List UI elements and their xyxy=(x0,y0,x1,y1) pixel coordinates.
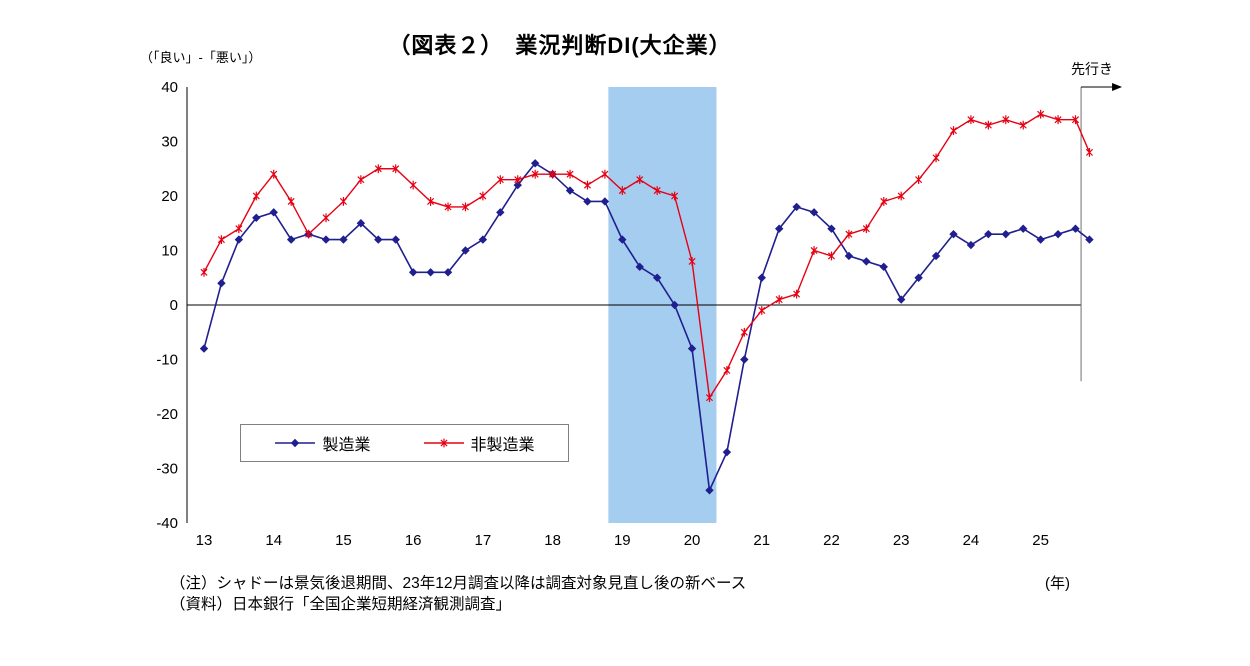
legend-label-manufacturing: 製造業 xyxy=(322,437,371,454)
y-tick-label: 40 xyxy=(161,79,178,96)
x-tick-label: 15 xyxy=(335,532,352,549)
x-tick-label: 20 xyxy=(684,532,701,549)
x-tick-label: 13 xyxy=(196,532,213,549)
y-tick-label: 30 xyxy=(161,134,178,151)
x-axis-unit-label: (年) xyxy=(1045,575,1070,592)
series-non-manufacturing xyxy=(200,109,1093,403)
y-axis-unit-label: （「良い」-「悪い」） xyxy=(140,50,262,65)
note-line-2: （資料）日本銀行「全国企業短期経済観測調査」 xyxy=(170,596,512,613)
y-tick-label: -40 xyxy=(156,515,178,532)
y-tick-label: 0 xyxy=(170,297,178,314)
tick-labels: -40 -30 -20 -10 0 10 20 30 40 13 14 15 16 17 18 19 20 21 2… xyxy=(156,79,1049,549)
chart-title: （図表２） 業況判断DI(大企業） xyxy=(388,33,732,58)
x-tick-label: 21 xyxy=(753,532,770,549)
legend-item-non-manufacturing: 非製造業 xyxy=(423,431,535,455)
x-tick-label: 25 xyxy=(1032,532,1049,549)
x-tick-label: 18 xyxy=(544,532,561,549)
non-manufacturing-marker-icon xyxy=(423,436,465,450)
y-tick-label: -20 xyxy=(156,406,178,423)
y-tick-label: 10 xyxy=(161,243,178,260)
note-line-1: （注）シャドーは景気後退期間、23年12月調査以降は調査対象見直し後の新ベース xyxy=(170,575,747,592)
y-tick-label: -10 xyxy=(156,352,178,369)
x-tick-label: 24 xyxy=(963,532,980,549)
x-tick-label: 23 xyxy=(893,532,910,549)
forecast-arrowhead xyxy=(1112,83,1123,91)
x-tick-label: 19 xyxy=(614,532,631,549)
x-tick-label: 16 xyxy=(405,532,422,549)
x-tick-label: 14 xyxy=(265,532,282,549)
axes xyxy=(186,87,1082,523)
legend-label-non-manufacturing: 非製造業 xyxy=(470,437,535,454)
forecast-label: 先行き xyxy=(1071,61,1113,77)
y-tick-label: -30 xyxy=(156,461,178,478)
manufacturing-marker-icon xyxy=(274,436,316,450)
x-tick-label: 17 xyxy=(475,532,492,549)
x-tick-label: 22 xyxy=(823,532,840,549)
y-tick-label: 20 xyxy=(161,188,178,205)
legend: 製造業 非製造業 xyxy=(240,424,569,462)
legend-item-manufacturing: 製造業 xyxy=(274,431,371,455)
